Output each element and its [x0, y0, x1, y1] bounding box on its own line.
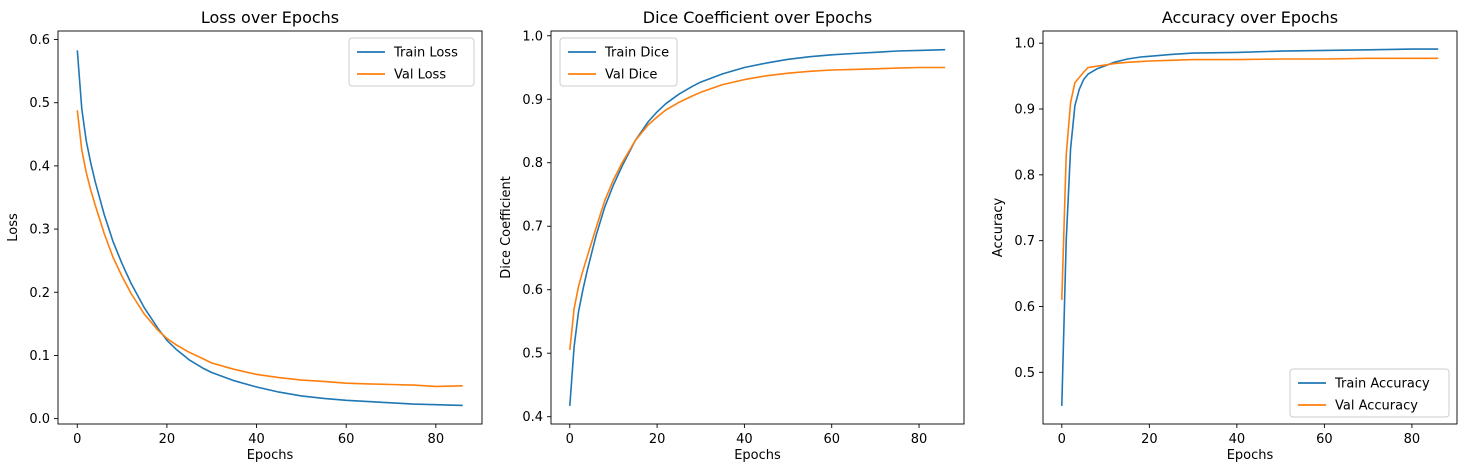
dice-axes-frame: [550, 30, 965, 425]
loss-legend: Train Loss Val Loss: [348, 37, 475, 87]
dice-y-tick-label: 0.4: [522, 410, 543, 425]
accuracy-x-tick-label: 60: [1316, 432, 1333, 447]
dice-series-train-line: [569, 48, 946, 406]
dice-x-tick-label: 0: [566, 432, 574, 447]
dice-series-val-line: [569, 66, 946, 351]
dice-y-axis-label: Dice Coefficient: [499, 176, 514, 279]
loss-chart-title: Loss over Epochs: [201, 8, 339, 27]
dice-x-tick-label: 80: [911, 432, 928, 447]
accuracy-legend-label-val: Val Accuracy: [1335, 399, 1418, 414]
accuracy-y-tick-label: 0.5: [1014, 366, 1035, 381]
accuracy-chart-title: Accuracy over Epochs: [1162, 8, 1338, 27]
loss-plot-area: [76, 50, 463, 407]
accuracy-axes-frame: [1042, 30, 1458, 425]
accuracy-x-tick-label: 20: [1141, 432, 1158, 447]
dice-y-tick-label: 0.5: [522, 347, 543, 362]
accuracy-legend-box: [1289, 368, 1450, 418]
loss-x-axis-label: Epochs: [247, 448, 294, 463]
loss-y-axis-label: Loss: [6, 213, 21, 242]
accuracy-y-tick-label: 0.8: [1014, 168, 1035, 183]
dice-x-tick-label: 20: [649, 432, 666, 447]
loss-y-tick-label: 0.1: [29, 349, 50, 364]
accuracy-legend-label-train: Train Accuracy: [1334, 377, 1430, 392]
loss-series-val-line: [76, 110, 463, 388]
loss-y-tick-label: 0.3: [29, 223, 50, 238]
loss-x-tick-label: 80: [428, 432, 445, 447]
accuracy-x-tick-label: 0: [1058, 432, 1066, 447]
loss-y-tick-label: 0.2: [29, 286, 50, 301]
loss-x-tick-label: 40: [248, 432, 265, 447]
accuracy-y-tick-label: 0.7: [1014, 234, 1035, 249]
accuracy-y-tick-label: 0.6: [1014, 300, 1035, 315]
accuracy-chart: 0 20 40 60 80 0.5 0.6 0.7 0.8 0.9 1.0 Accuracy over…: [991, 8, 1458, 463]
loss-series-train-line: [76, 50, 463, 407]
loss-x-tick-label: 0: [73, 432, 81, 447]
accuracy-y-tick-label: 0.9: [1014, 103, 1035, 118]
loss-legend-label-val: Val Loss: [394, 68, 446, 83]
dice-legend-label-train: Train Dice: [604, 46, 669, 61]
dice-plot-area: [569, 48, 946, 406]
dice-x-tick-label: 40: [736, 432, 753, 447]
dice-x-tick-label: 60: [823, 432, 840, 447]
accuracy-x-tick-label: 80: [1404, 432, 1421, 447]
loss-chart: 0 20 40 60 80 0.0 0.1 0.2 0.3 0.4 0.5 0.6 Loss over …: [6, 8, 483, 463]
dice-y-tick-label: 0.9: [522, 93, 543, 108]
dice-y-tick-label: 0.8: [522, 156, 543, 171]
dice-legend-label-val: Val Dice: [605, 68, 657, 83]
accuracy-series-train-line: [1061, 48, 1439, 406]
dice-x-axis-label: Epochs: [734, 448, 781, 463]
loss-legend-label-train: Train Loss: [393, 46, 458, 61]
accuracy-series-val-line: [1061, 57, 1439, 300]
accuracy-x-tick-label: 40: [1229, 432, 1246, 447]
dice-chart: 0 20 40 60 80 0.4 0.5 0.6 0.7 0.8 0.9 1.0 Dice Coeff…: [499, 8, 965, 463]
loss-y-tick-label: 0.5: [29, 96, 50, 111]
dice-y-tick-label: 0.7: [522, 220, 543, 235]
accuracy-plot-area: [1061, 48, 1439, 406]
loss-y-tick-label: 0.0: [29, 412, 50, 427]
loss-y-tick-label: 0.6: [29, 33, 50, 48]
loss-x-tick-label: 60: [338, 432, 355, 447]
loss-axes-frame: [57, 30, 483, 425]
dice-y-tick-label: 0.6: [522, 283, 543, 298]
loss-x-tick-label: 20: [159, 432, 176, 447]
accuracy-y-axis-label: Accuracy: [991, 198, 1006, 258]
dice-y-tick-label: 1.0: [522, 29, 543, 44]
loss-y-tick-label: 0.4: [29, 159, 50, 174]
dice-chart-title: Dice Coefficient over Epochs: [643, 8, 872, 27]
accuracy-x-axis-label: Epochs: [1227, 448, 1274, 463]
accuracy-y-tick-label: 1.0: [1014, 37, 1035, 52]
accuracy-legend: Train Accuracy Val Accuracy: [1289, 368, 1450, 418]
dice-legend: Train Dice Val Dice: [559, 37, 678, 87]
